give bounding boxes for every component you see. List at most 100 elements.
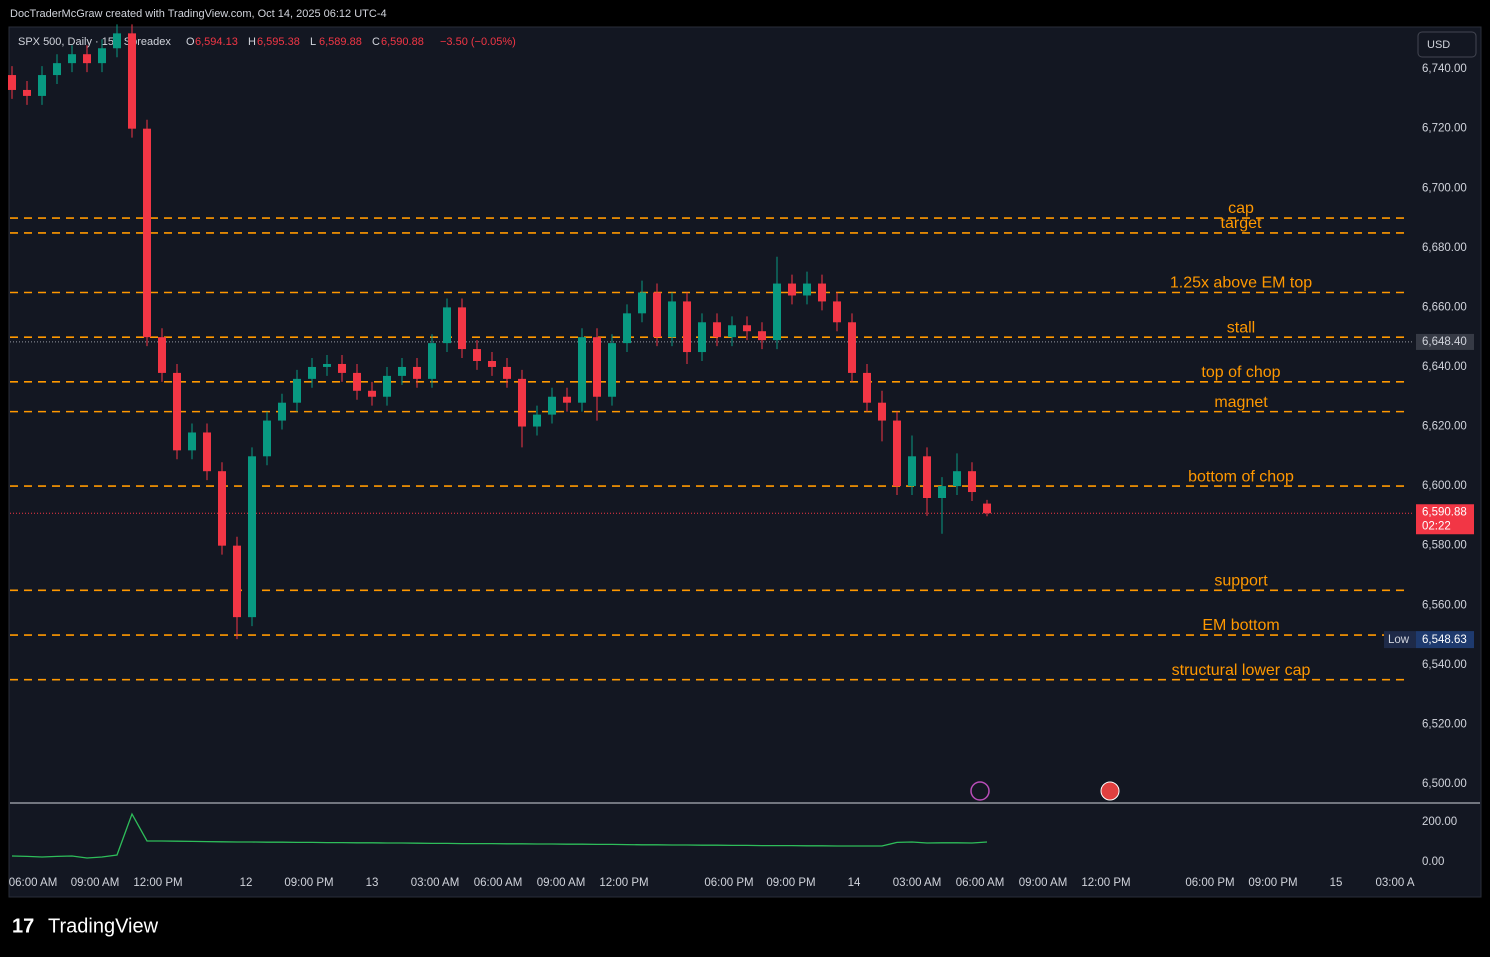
candle-body xyxy=(953,471,961,487)
y-tick-label: 6,680.00 xyxy=(1422,242,1467,254)
candle-body xyxy=(968,471,976,493)
candle-body xyxy=(8,75,16,90)
candle-body xyxy=(368,390,376,397)
level-label: stall xyxy=(1227,319,1255,336)
level-label: 1.25x above EM top xyxy=(1170,275,1312,292)
x-tick-label: 06:00 PM xyxy=(704,877,753,889)
ohlc-key: O xyxy=(186,36,195,48)
low-badge xyxy=(1416,631,1474,649)
candle-body xyxy=(338,363,346,373)
candle-body xyxy=(398,366,406,376)
x-tick-label: 09:00 AM xyxy=(71,877,120,889)
candle-body xyxy=(878,402,886,421)
crosshair-label: 6,648.40 xyxy=(1422,336,1467,348)
candle-body xyxy=(593,337,601,397)
candle-body xyxy=(713,322,721,338)
candle-body xyxy=(488,360,496,367)
x-tick-label: 06:00 AM xyxy=(9,877,58,889)
x-tick-label: 12 xyxy=(240,877,253,889)
candle-body xyxy=(23,89,31,96)
candle-body xyxy=(983,503,991,514)
candle-body xyxy=(818,283,826,302)
x-tick-label: 03:00 AM xyxy=(411,877,460,889)
x-tick-label: 09:00 PM xyxy=(284,877,333,889)
level-label: support xyxy=(1214,573,1268,590)
candle-body xyxy=(113,33,121,49)
ohlc-value: 6,594.13 xyxy=(195,36,238,48)
candle-body xyxy=(788,283,796,296)
x-tick-label: 06:00 AM xyxy=(474,877,523,889)
candle-body xyxy=(728,325,736,338)
ohlc-key: L xyxy=(310,36,316,48)
candle-body xyxy=(263,420,271,457)
level-label: bottom of chop xyxy=(1188,468,1294,485)
candle-body xyxy=(683,301,691,353)
level-label: magnet xyxy=(1214,394,1268,411)
y-tick-label: 6,580.00 xyxy=(1422,540,1467,552)
x-tick-label: 12:00 PM xyxy=(133,877,182,889)
candle-body xyxy=(578,337,586,403)
candle-body xyxy=(923,456,931,499)
x-tick-label: 12:00 PM xyxy=(599,877,648,889)
brand: TradingView xyxy=(48,915,159,937)
ohlc-value: 6,595.38 xyxy=(257,36,300,48)
candle-body xyxy=(383,375,391,397)
candle-body xyxy=(428,343,436,379)
candle-body xyxy=(773,283,781,341)
ohlc-value: 6,590.88 xyxy=(381,36,424,48)
candle-body xyxy=(308,366,316,379)
candle-body xyxy=(203,432,211,472)
x-tick-label: 06:00 AM xyxy=(956,877,1005,889)
change: −3.50 (−0.05%) xyxy=(440,36,516,48)
candle-body xyxy=(53,63,61,76)
x-tick-label: 09:00 PM xyxy=(1248,877,1297,889)
candle-body xyxy=(758,331,766,341)
currency[interactable]: USD xyxy=(1427,39,1450,51)
candle-body xyxy=(98,48,106,64)
candle-body xyxy=(503,366,511,379)
level-label: EM bottom xyxy=(1202,617,1279,634)
x-tick-label: 13 xyxy=(366,877,379,889)
candle-body xyxy=(623,313,631,344)
y-tick-label: 6,520.00 xyxy=(1422,718,1467,730)
x-tick-label: 09:00 AM xyxy=(1019,877,1068,889)
y-tick-label: 6,600.00 xyxy=(1422,480,1467,492)
candle-body xyxy=(698,322,706,353)
crosshair-badge xyxy=(1416,333,1474,350)
countdown: 02:22 xyxy=(1422,520,1451,532)
candle-body xyxy=(893,420,901,487)
level-label: structural lower cap xyxy=(1172,662,1311,679)
candle-body xyxy=(248,456,256,618)
candle-body xyxy=(458,307,466,350)
candle-body xyxy=(353,372,361,391)
candle-body xyxy=(218,471,226,546)
candle-body xyxy=(158,337,166,373)
event-icon[interactable] xyxy=(970,781,990,801)
last-price-label: 6,590.88 xyxy=(1422,506,1467,518)
x-tick-label: 03:00 A xyxy=(1375,877,1414,889)
candle-body xyxy=(233,545,241,618)
x-tick-label: 09:00 AM xyxy=(537,877,586,889)
candle-body xyxy=(938,486,946,499)
x-tick-label: 09:00 PM xyxy=(766,877,815,889)
candle-body xyxy=(533,414,541,427)
indicator-line xyxy=(11,812,988,859)
candle-body xyxy=(128,33,136,129)
candle-body xyxy=(653,292,661,338)
y-tick-label: 6,700.00 xyxy=(1422,182,1467,194)
candle-body xyxy=(278,402,286,421)
x-tick-label: 14 xyxy=(848,877,861,889)
candle-body xyxy=(803,283,811,296)
indicator-tick-label: 0.00 xyxy=(1422,856,1444,868)
y-tick-label: 6,660.00 xyxy=(1422,301,1467,313)
candle-body xyxy=(443,307,451,344)
currency-button[interactable] xyxy=(1417,31,1477,58)
x-tick-label: 06:00 PM xyxy=(1185,877,1234,889)
low-label: 6,548.63 xyxy=(1422,634,1467,646)
logo-mark: 17 xyxy=(12,915,34,937)
candle-body xyxy=(173,372,181,451)
low-name-badge xyxy=(1384,631,1416,649)
flag-icon[interactable] xyxy=(1100,781,1120,801)
y-tick-label: 6,500.00 xyxy=(1422,778,1467,790)
